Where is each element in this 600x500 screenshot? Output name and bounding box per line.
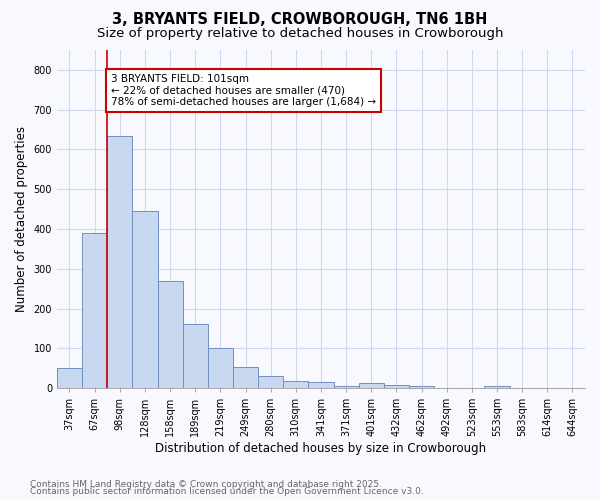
Bar [308,382,334,388]
Text: Contains public sector information licensed under the Open Government Licence v3: Contains public sector information licen… [30,488,424,496]
X-axis label: Distribution of detached houses by size in Crowborough: Distribution of detached houses by size … [155,442,487,455]
Bar [107,136,133,388]
Bar [359,384,384,388]
Bar [182,324,208,388]
Bar [82,233,107,388]
Bar [158,280,182,388]
Bar [57,368,82,388]
Bar [409,386,434,388]
Bar [484,386,509,388]
Bar [208,348,233,388]
Text: 3 BRYANTS FIELD: 101sqm
← 22% of detached houses are smaller (470)
78% of semi-d: 3 BRYANTS FIELD: 101sqm ← 22% of detache… [111,74,376,107]
Bar [258,376,283,388]
Bar [133,211,158,388]
Bar [233,367,258,388]
Bar [384,385,409,388]
Bar [334,386,359,388]
Bar [283,381,308,388]
Text: 3, BRYANTS FIELD, CROWBOROUGH, TN6 1BH: 3, BRYANTS FIELD, CROWBOROUGH, TN6 1BH [112,12,488,28]
Text: Contains HM Land Registry data © Crown copyright and database right 2025.: Contains HM Land Registry data © Crown c… [30,480,382,489]
Y-axis label: Number of detached properties: Number of detached properties [15,126,28,312]
Text: Size of property relative to detached houses in Crowborough: Size of property relative to detached ho… [97,28,503,40]
